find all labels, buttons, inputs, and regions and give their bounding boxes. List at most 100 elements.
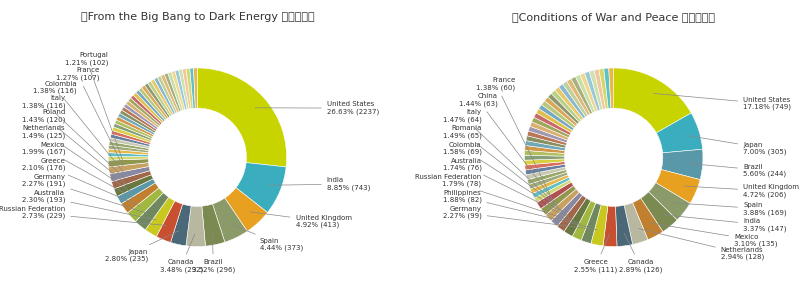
Wedge shape xyxy=(532,117,570,138)
Wedge shape xyxy=(168,72,183,111)
Wedge shape xyxy=(599,69,608,109)
Wedge shape xyxy=(559,84,586,119)
Text: United States
17.18% (749): United States 17.18% (749) xyxy=(654,93,791,110)
Wedge shape xyxy=(202,204,225,246)
Wedge shape xyxy=(212,198,247,242)
Wedge shape xyxy=(527,131,567,145)
Wedge shape xyxy=(525,145,565,154)
Wedge shape xyxy=(186,68,193,109)
Wedge shape xyxy=(537,182,573,209)
Wedge shape xyxy=(114,120,152,139)
Wedge shape xyxy=(557,195,586,232)
Wedge shape xyxy=(580,73,598,112)
Wedge shape xyxy=(564,198,591,236)
Wedge shape xyxy=(526,136,566,148)
Wedge shape xyxy=(161,74,179,112)
Wedge shape xyxy=(571,77,593,114)
Text: Colombia
1.38% (116): Colombia 1.38% (116) xyxy=(33,81,123,172)
Text: Australia
2.30% (193): Australia 2.30% (193) xyxy=(22,190,156,220)
Text: Germany
2.27% (99): Germany 2.27% (99) xyxy=(443,206,597,230)
Wedge shape xyxy=(581,203,601,244)
Wedge shape xyxy=(116,117,153,137)
Wedge shape xyxy=(157,76,178,113)
Wedge shape xyxy=(131,95,162,125)
Wedge shape xyxy=(121,183,159,213)
Wedge shape xyxy=(604,68,611,109)
Text: 「From the Big Bang to Dark Energy の参加者」: 「From the Big Bang to Dark Energy の参加者」 xyxy=(80,12,314,22)
Wedge shape xyxy=(148,81,172,116)
Wedge shape xyxy=(108,149,148,155)
Wedge shape xyxy=(551,192,582,226)
Wedge shape xyxy=(118,113,155,135)
Wedge shape xyxy=(551,90,581,122)
Wedge shape xyxy=(126,101,159,128)
Text: Poland
1.43% (120): Poland 1.43% (120) xyxy=(22,109,127,185)
Wedge shape xyxy=(190,68,195,108)
Wedge shape xyxy=(144,83,170,118)
Text: Netherlands
2.94% (128): Netherlands 2.94% (128) xyxy=(638,229,764,260)
Wedge shape xyxy=(170,204,191,246)
Wedge shape xyxy=(109,141,149,151)
Wedge shape xyxy=(525,150,564,156)
Text: Portugal
1.21% (102): Portugal 1.21% (102) xyxy=(65,52,122,160)
Wedge shape xyxy=(114,175,153,196)
Wedge shape xyxy=(603,206,617,247)
Wedge shape xyxy=(178,69,189,109)
Text: United States
26.63% (2237): United States 26.63% (2237) xyxy=(255,101,379,115)
Wedge shape xyxy=(614,68,691,133)
Wedge shape xyxy=(151,79,174,115)
Wedge shape xyxy=(145,197,175,236)
Text: France
1.27% (107): France 1.27% (107) xyxy=(56,67,122,166)
Wedge shape xyxy=(123,104,158,130)
Wedge shape xyxy=(547,93,579,124)
Text: Brazil
3.52% (296): Brazil 3.52% (296) xyxy=(191,233,235,273)
Wedge shape xyxy=(594,69,606,109)
Wedge shape xyxy=(135,193,169,230)
Wedge shape xyxy=(526,167,566,180)
Wedge shape xyxy=(633,198,663,240)
Wedge shape xyxy=(120,110,156,133)
Wedge shape xyxy=(544,97,577,126)
Wedge shape xyxy=(139,88,166,120)
Wedge shape xyxy=(526,164,565,175)
Text: United Kingdom
4.72% (206): United Kingdom 4.72% (206) xyxy=(684,184,799,198)
Text: Italy
1.47% (64): Italy 1.47% (64) xyxy=(443,109,557,206)
Wedge shape xyxy=(532,177,570,198)
Wedge shape xyxy=(112,127,151,143)
Wedge shape xyxy=(109,163,149,174)
Text: Greece
2.55% (111): Greece 2.55% (111) xyxy=(574,234,617,273)
Text: Brazil
5.60% (244): Brazil 5.60% (244) xyxy=(690,164,786,177)
Wedge shape xyxy=(656,170,700,203)
Text: 「Conditions of War and Peace の参加者」: 「Conditions of War and Peace の参加者」 xyxy=(513,12,715,22)
Wedge shape xyxy=(236,163,286,213)
Wedge shape xyxy=(111,130,151,145)
Wedge shape xyxy=(186,206,205,247)
Text: Mexico
3.10% (135): Mexico 3.10% (135) xyxy=(651,223,778,247)
Text: Italy
1.38% (116): Italy 1.38% (116) xyxy=(22,95,125,179)
Text: Canada
2.89% (126): Canada 2.89% (126) xyxy=(619,233,662,273)
Text: Russian Federation
2.73% (229): Russian Federation 2.73% (229) xyxy=(0,206,166,226)
Wedge shape xyxy=(175,70,187,110)
Wedge shape xyxy=(530,175,569,194)
Wedge shape xyxy=(127,188,163,222)
Wedge shape xyxy=(661,149,703,180)
Wedge shape xyxy=(182,69,191,109)
Wedge shape xyxy=(609,68,614,108)
Wedge shape xyxy=(122,107,157,131)
Wedge shape xyxy=(142,85,169,119)
Wedge shape xyxy=(656,113,702,153)
Text: France
1.38% (60): France 1.38% (60) xyxy=(476,77,550,195)
Wedge shape xyxy=(194,68,197,108)
Wedge shape xyxy=(624,202,648,245)
Wedge shape xyxy=(525,159,564,165)
Wedge shape xyxy=(591,205,607,246)
Wedge shape xyxy=(534,180,571,202)
Wedge shape xyxy=(525,155,564,160)
Wedge shape xyxy=(534,113,571,135)
Wedge shape xyxy=(539,105,574,130)
Wedge shape xyxy=(108,153,148,157)
Wedge shape xyxy=(114,123,152,141)
Text: Russian Federation
1.79% (78): Russian Federation 1.79% (78) xyxy=(415,174,580,224)
Text: Greece
2.10% (176): Greece 2.10% (176) xyxy=(22,158,140,206)
Text: Japan
2.80% (235): Japan 2.80% (235) xyxy=(105,231,179,262)
